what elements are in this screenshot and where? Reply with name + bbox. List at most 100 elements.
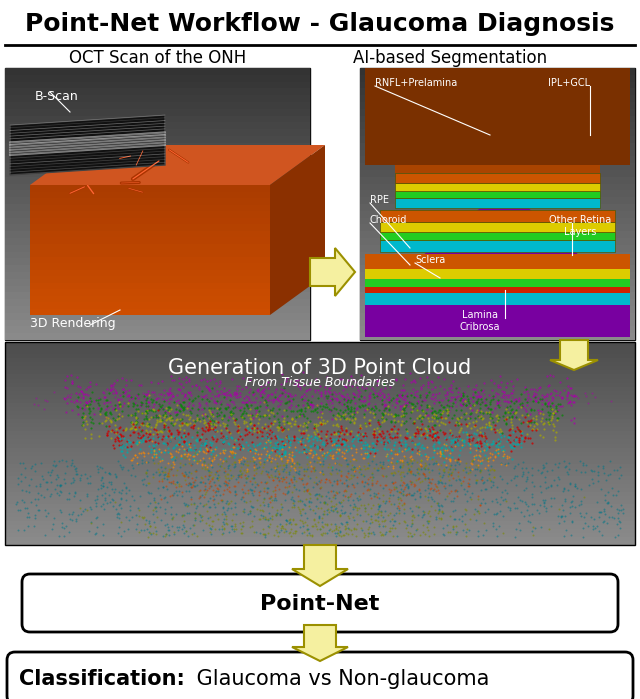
Point xyxy=(399,477,409,489)
Point xyxy=(384,394,394,405)
Point xyxy=(107,493,117,505)
Point xyxy=(62,493,72,505)
Point xyxy=(451,434,461,445)
Point xyxy=(266,447,276,458)
Point xyxy=(321,518,332,529)
Point xyxy=(115,441,125,452)
Point xyxy=(386,484,396,496)
Point xyxy=(324,387,335,398)
Point xyxy=(507,412,517,423)
Point xyxy=(336,469,346,480)
Point xyxy=(410,376,420,387)
Point xyxy=(172,414,182,425)
Point xyxy=(271,432,281,443)
Point xyxy=(598,462,609,473)
Point xyxy=(111,508,122,519)
Point xyxy=(148,504,158,515)
Point xyxy=(349,440,359,452)
Point xyxy=(56,487,67,498)
Point xyxy=(342,412,353,424)
Point xyxy=(76,472,86,483)
Point xyxy=(403,463,413,474)
Point xyxy=(360,505,371,517)
Point xyxy=(274,527,284,538)
Bar xyxy=(360,204,635,211)
Point xyxy=(493,389,503,400)
Point xyxy=(353,389,363,400)
Point xyxy=(273,394,284,405)
Point xyxy=(366,403,376,415)
Point xyxy=(293,496,303,507)
Point xyxy=(514,392,524,403)
Point xyxy=(269,442,280,454)
Point xyxy=(369,432,380,443)
Point xyxy=(228,417,239,428)
Point xyxy=(323,390,333,401)
Point xyxy=(517,470,527,482)
Point xyxy=(253,425,263,436)
Point xyxy=(341,426,351,437)
Point xyxy=(405,527,415,538)
Point xyxy=(159,463,170,474)
Point xyxy=(482,421,492,432)
Point xyxy=(407,458,417,469)
Point xyxy=(435,446,445,457)
Point xyxy=(481,399,491,410)
Point xyxy=(228,470,238,482)
Point xyxy=(288,459,298,470)
Point xyxy=(271,464,281,475)
Point xyxy=(465,464,475,475)
Point xyxy=(233,419,243,431)
Point xyxy=(274,390,284,401)
Point xyxy=(243,470,253,482)
Point xyxy=(429,429,440,440)
Point xyxy=(436,408,446,419)
Point xyxy=(532,504,542,515)
Point xyxy=(262,446,272,457)
Point xyxy=(353,466,364,477)
Point xyxy=(476,438,486,449)
Point xyxy=(305,378,316,389)
Point xyxy=(372,431,382,442)
Point xyxy=(605,468,615,480)
Point xyxy=(146,421,156,432)
Point xyxy=(93,463,104,475)
Bar xyxy=(5,88,310,95)
Point xyxy=(421,408,431,419)
Point xyxy=(255,456,266,468)
Point xyxy=(232,383,243,394)
Point xyxy=(399,482,410,493)
Point xyxy=(122,435,132,446)
Point xyxy=(226,408,236,419)
Point xyxy=(461,426,472,438)
Point xyxy=(455,424,465,435)
Point xyxy=(471,416,481,427)
Point xyxy=(340,445,351,456)
Point xyxy=(328,450,338,461)
Point xyxy=(281,398,291,409)
Text: 3D Rendering: 3D Rendering xyxy=(30,317,116,330)
Point xyxy=(308,463,319,475)
Text: Sclera: Sclera xyxy=(415,255,445,265)
Point xyxy=(257,430,267,441)
Point xyxy=(275,484,285,495)
Point xyxy=(395,401,405,412)
Point xyxy=(431,389,442,400)
Point xyxy=(367,428,378,440)
Polygon shape xyxy=(365,200,630,337)
Point xyxy=(184,436,195,447)
Point xyxy=(282,372,292,383)
Point xyxy=(413,438,423,449)
Point xyxy=(205,415,216,426)
Point xyxy=(445,379,456,390)
Point xyxy=(444,463,454,475)
Point xyxy=(591,520,602,531)
Point xyxy=(379,442,389,454)
Bar xyxy=(5,476,635,480)
Point xyxy=(344,394,354,405)
Point xyxy=(331,433,341,445)
Point xyxy=(440,493,450,504)
Point xyxy=(96,482,106,493)
Point xyxy=(566,530,577,541)
Point xyxy=(304,456,314,467)
